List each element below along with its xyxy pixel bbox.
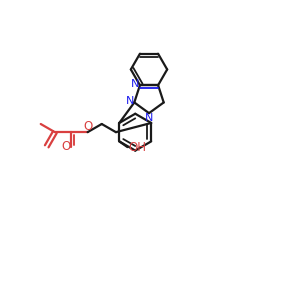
- Text: O: O: [83, 120, 92, 133]
- Text: N: N: [130, 79, 139, 89]
- Text: N: N: [145, 113, 153, 124]
- Text: N: N: [126, 96, 134, 106]
- Text: O: O: [61, 140, 70, 153]
- Text: OH: OH: [128, 141, 146, 154]
